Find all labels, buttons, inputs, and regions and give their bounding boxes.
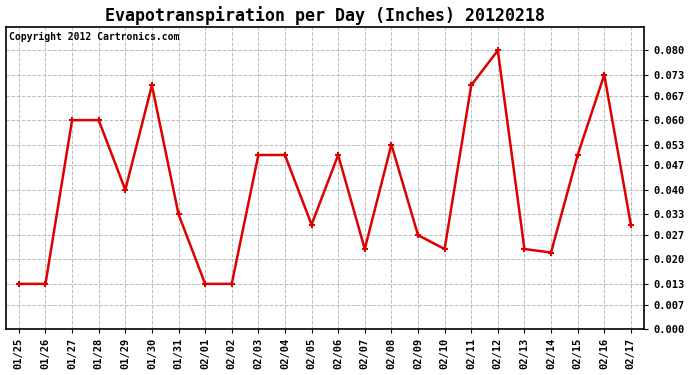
Title: Evapotranspiration per Day (Inches) 20120218: Evapotranspiration per Day (Inches) 2012… <box>105 6 545 24</box>
Text: Copyright 2012 Cartronics.com: Copyright 2012 Cartronics.com <box>9 32 179 42</box>
